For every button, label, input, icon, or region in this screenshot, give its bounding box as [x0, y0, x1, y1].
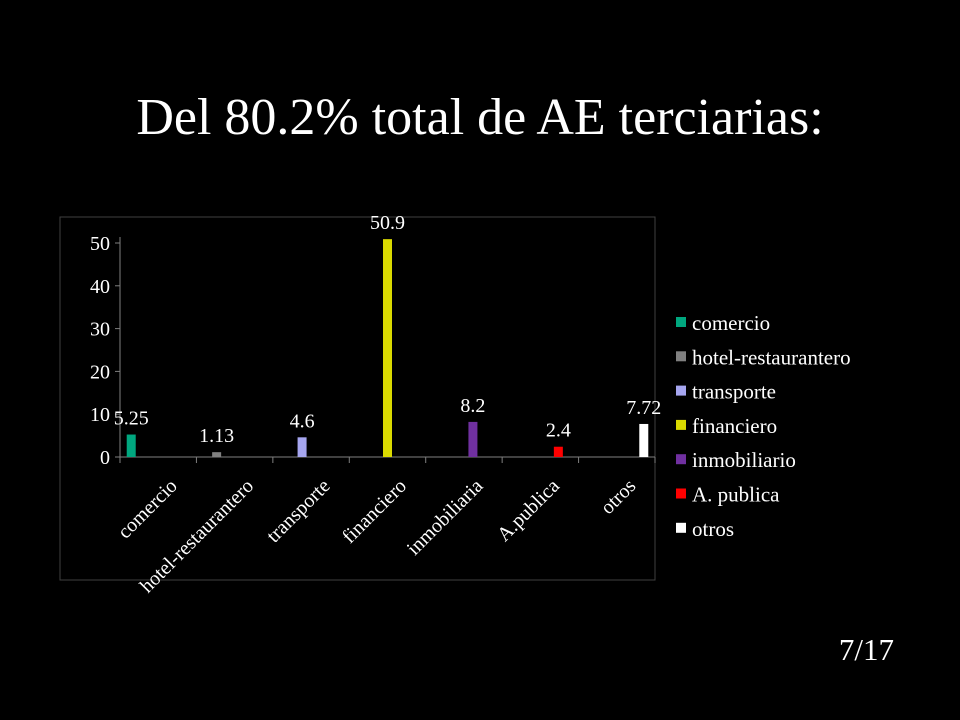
y-tick-label: 50 — [90, 233, 110, 255]
slide-number: 7/17 — [838, 632, 894, 667]
y-tick-label: 0 — [100, 447, 110, 469]
x-category-label: otros — [596, 475, 640, 519]
y-axis: 0 10 20 30 40 50 — [90, 233, 121, 469]
legend-label: otros — [692, 517, 734, 541]
legend-swatch — [676, 419, 686, 430]
bar-transporte — [297, 437, 307, 457]
slide-title: Del 80.2% total de AE terciarias: — [136, 89, 824, 146]
y-tick-label: 20 — [90, 361, 110, 383]
x-category-label: inmobiliaria — [403, 475, 488, 560]
bar-inmobiliario — [468, 421, 478, 457]
x-category-label: comercio — [114, 475, 182, 543]
legend-label: inmobiliario — [692, 448, 796, 472]
legend-swatch — [676, 385, 686, 396]
data-label: 4.6 — [290, 410, 315, 432]
data-label: 2.4 — [546, 420, 571, 442]
data-labels: 5.25 1.13 4.6 50.9 8.2 2.4 7.72 — [114, 212, 662, 447]
bar-financiero — [383, 239, 392, 457]
legend-label: financiero — [692, 414, 777, 438]
legend-label: A. publica — [692, 483, 780, 507]
x-category-label: financiero — [338, 475, 411, 548]
data-label: 5.25 — [114, 408, 149, 430]
bar-hotel-restaurantero — [212, 452, 222, 457]
data-label: 7.72 — [626, 397, 661, 419]
plot-frame — [59, 216, 656, 581]
bars — [126, 239, 649, 457]
legend-label: transporte — [692, 380, 776, 404]
data-label: 50.9 — [370, 212, 405, 234]
bar-otros — [639, 423, 649, 457]
x-category-label: A.publica — [493, 475, 564, 546]
y-tick-label: 10 — [90, 404, 110, 426]
y-tick-label: 30 — [90, 319, 110, 341]
legend-label: hotel-restaurantero — [692, 345, 851, 369]
bar-a-publica — [553, 446, 563, 457]
y-tick-label: 40 — [90, 276, 110, 298]
legend-swatch — [676, 454, 686, 465]
data-label: 8.2 — [460, 395, 485, 417]
legend-swatch — [676, 317, 686, 327]
legend-swatch — [676, 522, 686, 533]
bar-comercio — [126, 434, 136, 457]
legend-swatch — [676, 488, 686, 499]
legend-swatch — [676, 351, 686, 362]
legend-label: comercio — [692, 311, 770, 335]
data-label: 1.13 — [199, 425, 234, 447]
legend: comercio hotel-restaurantero transporte fin… — [676, 311, 851, 541]
x-category-label: transporte — [262, 475, 334, 547]
